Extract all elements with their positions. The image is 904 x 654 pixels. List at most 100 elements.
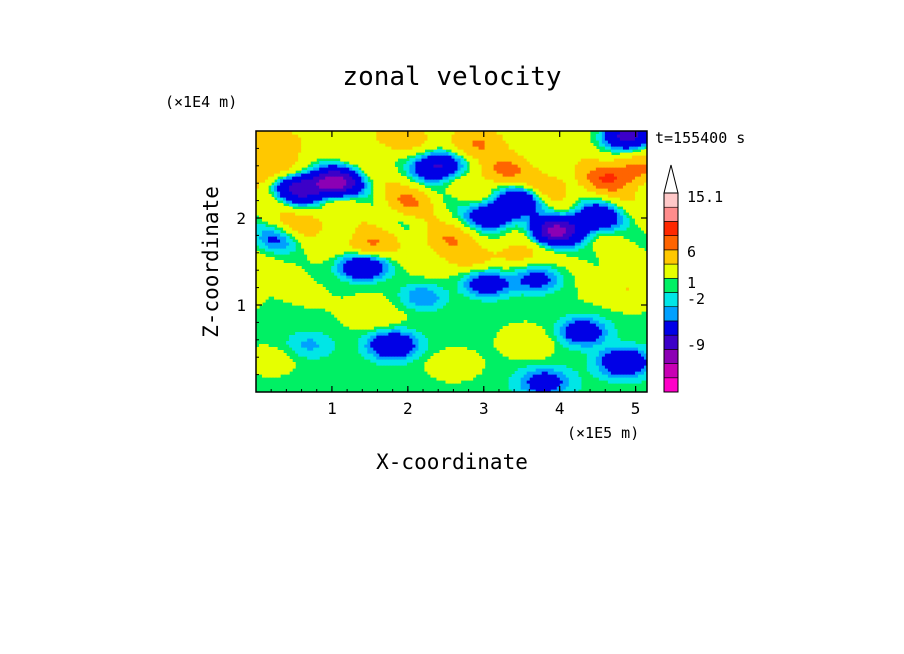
field-cell <box>481 272 486 276</box>
field-cell <box>400 311 404 315</box>
field-cell <box>412 338 417 342</box>
field-cell <box>298 221 302 225</box>
field-cell <box>547 383 552 387</box>
field-cell <box>391 257 395 261</box>
field-cell <box>292 296 296 300</box>
field-cell <box>340 215 344 219</box>
field-cell <box>610 332 615 336</box>
field-cell <box>280 275 284 279</box>
field-cell <box>265 353 269 357</box>
field-cell <box>274 359 278 363</box>
field-cell <box>361 302 365 306</box>
field-cell <box>328 212 332 216</box>
field-cell <box>535 338 540 342</box>
field-cell <box>379 230 383 234</box>
field-cell <box>385 245 389 249</box>
field-cell <box>559 338 564 342</box>
field-cell <box>568 380 573 384</box>
field-cell <box>430 230 435 234</box>
field-cell <box>640 353 645 357</box>
field-cell <box>580 269 585 273</box>
field-cell <box>631 302 636 306</box>
field-cell <box>400 233 404 237</box>
field-cell <box>346 248 350 252</box>
field-cell <box>481 266 486 270</box>
field-cell <box>448 227 453 231</box>
field-cell <box>571 218 576 222</box>
field-cell <box>394 215 398 219</box>
field-cell <box>520 284 525 288</box>
field-cell <box>571 242 576 246</box>
field-cell <box>316 230 320 234</box>
field-cell <box>361 275 365 279</box>
field-cell <box>412 251 417 255</box>
field-cell <box>412 302 417 306</box>
field-cell <box>406 239 410 243</box>
field-cell <box>280 296 284 300</box>
field-cell <box>370 263 374 267</box>
field-cell <box>508 254 513 258</box>
field-cell <box>433 359 438 363</box>
field-cell <box>259 209 263 213</box>
field-cell <box>556 227 561 231</box>
field-cell <box>322 290 326 294</box>
field-cell <box>553 326 558 330</box>
field-cell <box>616 284 621 288</box>
field-cell <box>454 266 459 270</box>
field-cell <box>442 275 447 279</box>
field-cell <box>271 212 275 216</box>
field-cell <box>595 293 600 297</box>
field-cell <box>406 245 410 249</box>
field-cell <box>430 266 435 270</box>
field-cell <box>370 341 374 345</box>
field-cell <box>619 212 624 216</box>
field-cell <box>607 224 612 228</box>
field-cell <box>514 245 519 249</box>
field-cell <box>619 308 624 312</box>
field-cell <box>370 320 374 324</box>
field-cell <box>424 272 429 276</box>
field-cell <box>367 311 371 315</box>
field-cell <box>451 356 456 360</box>
field-cell <box>310 302 314 306</box>
field-cell <box>433 224 438 228</box>
field-cell <box>550 371 555 375</box>
field-cell <box>397 347 401 351</box>
field-cell <box>346 260 350 264</box>
field-cell <box>373 242 377 246</box>
field-cell <box>598 350 603 354</box>
field-cell <box>313 293 317 297</box>
field-cell <box>520 281 525 285</box>
field-cell <box>616 224 621 228</box>
field-cell <box>361 335 365 339</box>
field-cell <box>325 209 329 213</box>
field-cell <box>361 233 365 237</box>
field-cell <box>619 284 624 288</box>
field-cell <box>340 236 344 240</box>
field-cell <box>601 377 606 381</box>
field-cell <box>571 326 576 330</box>
field-cell <box>289 245 293 249</box>
field-cell <box>409 347 413 351</box>
field-cell <box>295 284 299 288</box>
field-cell <box>502 335 507 339</box>
field-cell <box>631 269 636 273</box>
field-cell <box>325 236 329 240</box>
field-cell <box>373 302 377 306</box>
field-cell <box>277 362 281 366</box>
field-cell <box>535 335 540 339</box>
field-cell <box>604 365 609 369</box>
field-cell <box>541 212 546 216</box>
field-cell <box>295 218 299 222</box>
field-cell <box>484 218 489 222</box>
field-cell <box>562 320 567 324</box>
field-cell <box>469 251 474 255</box>
field-cell <box>526 245 531 249</box>
field-cell <box>439 266 444 270</box>
field-cell <box>442 296 447 300</box>
field-cell <box>640 278 645 282</box>
field-cell <box>289 248 293 252</box>
field-cell <box>505 251 510 255</box>
field-cell <box>328 341 332 345</box>
field-cell <box>460 353 465 357</box>
